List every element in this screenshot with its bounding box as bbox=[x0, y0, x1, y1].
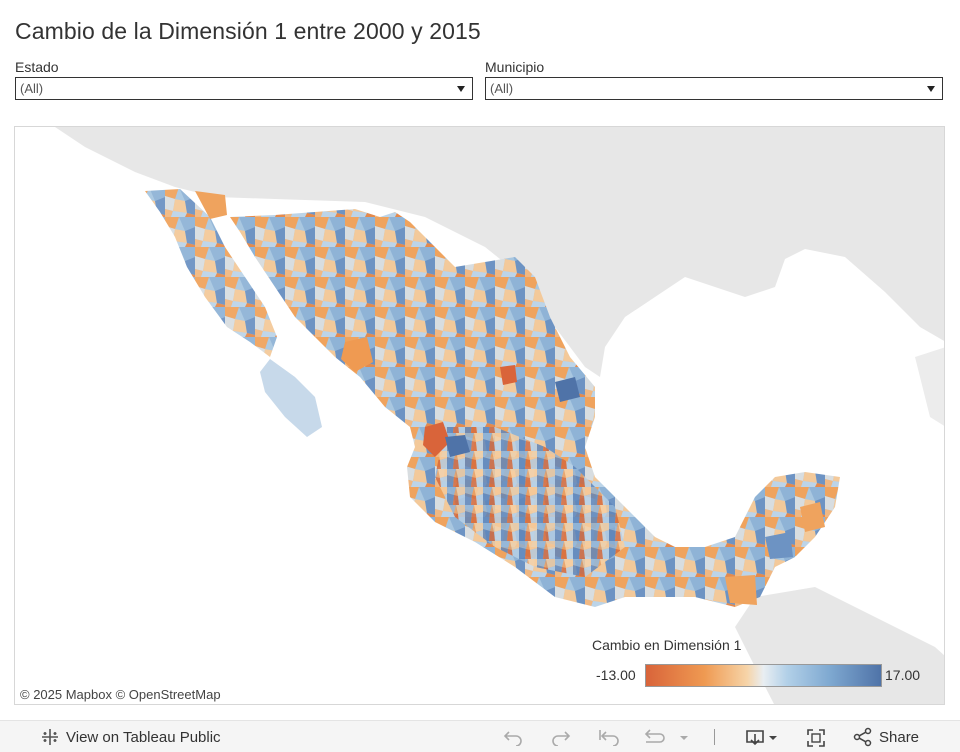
chevron-down-icon bbox=[927, 86, 935, 92]
legend-gradient bbox=[645, 664, 882, 687]
view-on-tableau-link[interactable]: View on Tableau Public bbox=[40, 727, 221, 747]
filter-municipio-label: Municipio bbox=[485, 59, 545, 75]
redo-icon[interactable] bbox=[551, 728, 571, 746]
refresh-icon[interactable] bbox=[642, 728, 690, 746]
color-legend: Cambio en Dimensión 1 -13.00 17.00 bbox=[590, 635, 930, 695]
estado-dropdown-value: (All) bbox=[20, 81, 44, 96]
fullscreen-icon[interactable] bbox=[806, 728, 826, 748]
tableau-logo-icon bbox=[42, 729, 58, 745]
region-mexico-mainland[interactable] bbox=[230, 209, 840, 607]
map-canvas[interactable] bbox=[15, 127, 945, 705]
share-icon bbox=[853, 727, 872, 747]
region-baja-california[interactable] bbox=[145, 189, 277, 357]
region-hotspot-5[interactable] bbox=[555, 377, 580, 402]
legend-title: Cambio en Dimensión 1 bbox=[592, 637, 742, 653]
legend-max: 17.00 bbox=[885, 667, 921, 683]
north-america-land bbox=[55, 127, 944, 377]
region-hotspot-3[interactable] bbox=[500, 365, 517, 385]
revert-icon[interactable] bbox=[598, 728, 620, 746]
undo-icon[interactable] bbox=[503, 728, 523, 746]
filter-municipio: Municipio (All) bbox=[485, 59, 943, 100]
share-label: Share bbox=[879, 728, 920, 746]
region-hotspot-6[interactable] bbox=[765, 532, 793, 559]
legend-min: -13.00 bbox=[596, 667, 636, 683]
view-on-tableau-label: View on Tableau Public bbox=[66, 728, 221, 746]
region-hotspot-9[interactable] bbox=[195, 191, 227, 219]
choropleth-map[interactable]: © 2025 Mapbox © OpenStreetMap Cambio en … bbox=[14, 126, 945, 705]
tableau-toolbar: View on Tableau Public Share bbox=[0, 720, 960, 752]
chevron-down-icon bbox=[457, 86, 465, 92]
cuba-land bbox=[915, 347, 944, 426]
share-button[interactable]: Share bbox=[853, 727, 919, 747]
region-hotspot-8[interactable] bbox=[725, 575, 757, 605]
map-attribution: © 2025 Mapbox © OpenStreetMap bbox=[20, 687, 221, 702]
filter-estado-label: Estado bbox=[15, 59, 59, 75]
estado-dropdown[interactable]: (All) bbox=[15, 77, 473, 100]
region-hotspot-7[interactable] bbox=[800, 502, 825, 532]
region-central-south[interactable] bbox=[435, 427, 625, 577]
toolbar-separator bbox=[714, 729, 715, 745]
region-hotspot-4[interactable] bbox=[445, 435, 470, 457]
filter-estado: Estado (All) bbox=[15, 59, 473, 100]
download-icon[interactable] bbox=[745, 728, 781, 746]
region-hotspot-2[interactable] bbox=[341, 337, 373, 372]
page-title: Cambio de la Dimensión 1 entre 2000 y 20… bbox=[15, 18, 481, 44]
region-baja-sur[interactable] bbox=[260, 359, 322, 437]
region-hotspot-1[interactable] bbox=[423, 422, 450, 457]
municipio-dropdown[interactable]: (All) bbox=[485, 77, 943, 100]
municipio-dropdown-value: (All) bbox=[490, 81, 514, 96]
